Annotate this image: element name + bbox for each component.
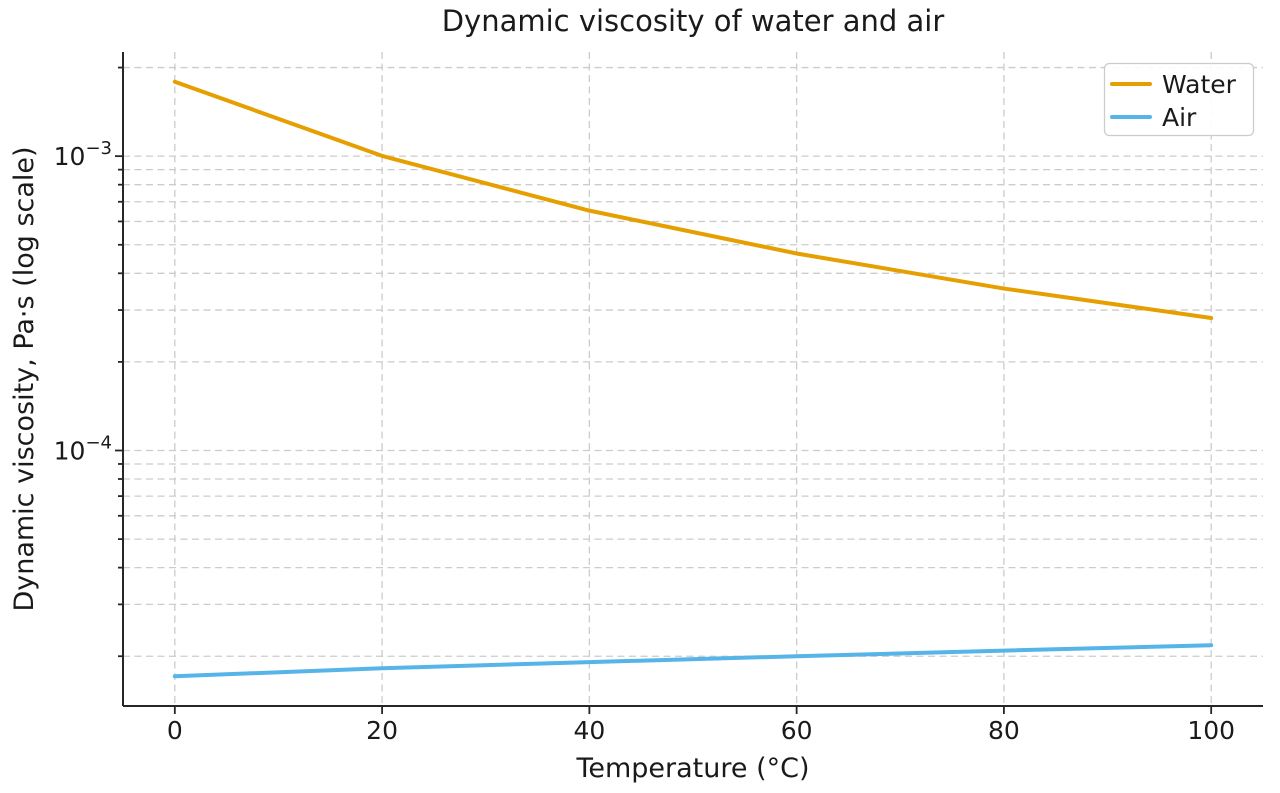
x-tick-label: 20 [366, 716, 398, 745]
axis-ticks [115, 66, 1213, 714]
legend-label-air: Air [1162, 103, 1197, 132]
legend: Water Air [1103, 62, 1255, 137]
y-tick-label: 10−3 [54, 138, 112, 171]
gridlines [123, 52, 1263, 706]
x-tick-label: 40 [573, 716, 605, 745]
series-line-air [172, 643, 1214, 679]
x-tick-label: 60 [781, 716, 813, 745]
x-tick-label: 0 [167, 716, 183, 745]
y-axis-label: Dynamic viscosity, Pa·s (log scale) [9, 146, 40, 611]
y-tick-label: 10−4 [54, 432, 112, 465]
chart-title: Dynamic viscosity of water and air [442, 4, 945, 38]
series-line-water [172, 79, 1214, 320]
axes-spines [122, 52, 1263, 707]
x-tick-label: 80 [988, 716, 1020, 745]
x-tick-label: 100 [1187, 716, 1235, 745]
data-series [172, 79, 1214, 679]
x-axis-label: Temperature (°C) [575, 753, 809, 784]
legend-label-water: Water [1162, 70, 1237, 99]
tick-labels: 0 20 40 60 80 100 10−3 10−4 [54, 138, 1235, 745]
